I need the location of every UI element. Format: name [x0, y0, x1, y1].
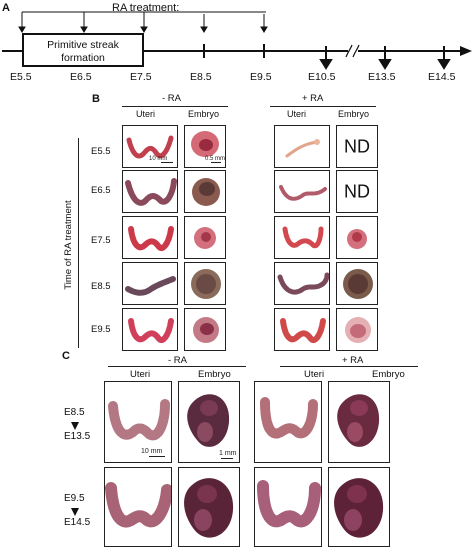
- timepoint-e6-5: E6.5: [70, 71, 92, 83]
- c-row1-plus-uteri-photo: [254, 381, 322, 463]
- primitive-streak-box: Primitive streak formation: [22, 33, 144, 67]
- b-minus-embryo-header: Embryo: [188, 109, 220, 119]
- b-e7-5-plus-embryo-photo: [336, 216, 378, 259]
- b-e6-5-plus-uteri-photo: [274, 170, 330, 213]
- b-e7-5-plus-uteri-photo: [274, 216, 330, 259]
- c-row2-plus-uteri-photo: [254, 467, 322, 547]
- b-e8-5-minus-uteri-photo: [122, 262, 178, 305]
- c-minus-uteri-header: Uteri: [130, 369, 151, 380]
- timepoint-e14-5: E14.5: [428, 71, 456, 83]
- b-e6-5-minus-uteri-photo: [122, 170, 178, 213]
- b-plus-embryo-header: Embryo: [338, 109, 370, 119]
- c-minus-embryo-header: Embryo: [198, 369, 231, 380]
- b-row-e6-5: E6.5: [91, 185, 111, 196]
- b-e9-5-plus-embryo-photo: [336, 308, 378, 351]
- c-uteri-scale-label: 10 mm: [141, 448, 163, 455]
- b-e5-5-plus-uteri-photo: [274, 125, 330, 168]
- timepoint-e13-5: E13.5: [368, 71, 396, 83]
- c-row2-minus-uteri-photo: [104, 467, 172, 547]
- c-plus-ra-rule: [280, 366, 418, 367]
- b-e8-5-minus-embryo-photo: [184, 262, 226, 305]
- formation-label: formation: [61, 52, 105, 64]
- panel-a-letter: A: [2, 2, 10, 14]
- timepoint-e9-5: E9.5: [250, 71, 272, 83]
- b-e6-5-plus-embryo-frame: ND: [336, 170, 378, 213]
- c-row2-arrow-icon: [71, 508, 79, 516]
- c-row1-minus-embryo-photo: 1 mm: [178, 381, 240, 463]
- c-row1-from: E8.5: [64, 407, 85, 418]
- b-e8-5-plus-embryo-photo: [336, 262, 378, 305]
- b-e9-5-minus-embryo-photo: [184, 308, 226, 351]
- b-e5-5-minus-uteri-photo: 10 mm: [122, 125, 178, 168]
- c-plus-embryo-header: Embryo: [372, 369, 405, 380]
- c-embryo-scale-label: 1 mm: [219, 450, 237, 457]
- b-row-e7-5: E7.5: [91, 235, 111, 246]
- b-minus-uteri-header: Uteri: [136, 109, 156, 119]
- b-e5-5-plus-embryo-frame: ND: [336, 125, 378, 168]
- c-row1-arrow-icon: [71, 422, 79, 430]
- c-row2-from: E9.5: [64, 493, 85, 504]
- b-e7-5-minus-uteri-photo: [122, 216, 178, 259]
- timepoint-e8-5: E8.5: [190, 71, 212, 83]
- panel-b-letter: B: [92, 93, 100, 105]
- b-row-axis-line: [78, 138, 79, 348]
- b-e5-5-minus-embryo-photo: 0.5 mm: [184, 125, 226, 168]
- b-e7-5-minus-embryo-photo: [184, 216, 226, 259]
- c-minus-ra-rule: [108, 366, 246, 367]
- c-row1-plus-embryo-photo: [328, 381, 390, 463]
- c-plus-ra-label: + RA: [342, 355, 364, 366]
- b-uteri-scale-label: 10 mm: [149, 156, 168, 162]
- c-row1-to: E13.5: [64, 431, 91, 442]
- b-e9-5-plus-uteri-photo: [274, 308, 330, 351]
- time-of-ra-treatment-label: Time of RA treatment: [63, 200, 74, 290]
- c-row1-minus-uteri-photo: 10 mm: [104, 381, 172, 463]
- b-e9-5-minus-uteri-photo: [122, 308, 178, 351]
- b-plus-ra-label: + RA: [302, 93, 324, 104]
- b-row-e5-5: E5.5: [91, 146, 111, 157]
- b-plus-uteri-header: Uteri: [287, 109, 307, 119]
- b-minus-ra-label: - RA: [162, 93, 181, 104]
- b-embryo-scale-label: 0.5 mm: [205, 156, 226, 162]
- b-e6-5-nd-label: ND: [344, 181, 370, 201]
- timepoint-e7-5: E7.5: [130, 71, 152, 83]
- ra-treatment-label: RA treatment:: [112, 2, 180, 14]
- b-row-e8-5: E8.5: [91, 281, 111, 292]
- c-row2-to: E14.5: [64, 517, 91, 528]
- b-minus-ra-rule: [122, 106, 228, 107]
- b-e5-5-nd-label: ND: [344, 136, 370, 156]
- timepoint-e5-5: E5.5: [10, 71, 32, 83]
- c-minus-ra-label: - RA: [168, 355, 187, 366]
- c-plus-uteri-header: Uteri: [304, 369, 325, 380]
- b-row-e9-5: E9.5: [91, 324, 111, 335]
- panel-c-letter: C: [62, 350, 70, 362]
- c-row2-plus-embryo-photo: [328, 467, 390, 547]
- b-e6-5-minus-embryo-photo: [184, 170, 226, 213]
- timepoint-e10-5: E10.5: [308, 71, 336, 83]
- primitive-streak-label: Primitive streak: [47, 39, 119, 51]
- b-e8-5-plus-uteri-photo: [274, 262, 330, 305]
- c-row2-minus-embryo-photo: [178, 467, 240, 547]
- b-plus-ra-rule: [270, 106, 376, 107]
